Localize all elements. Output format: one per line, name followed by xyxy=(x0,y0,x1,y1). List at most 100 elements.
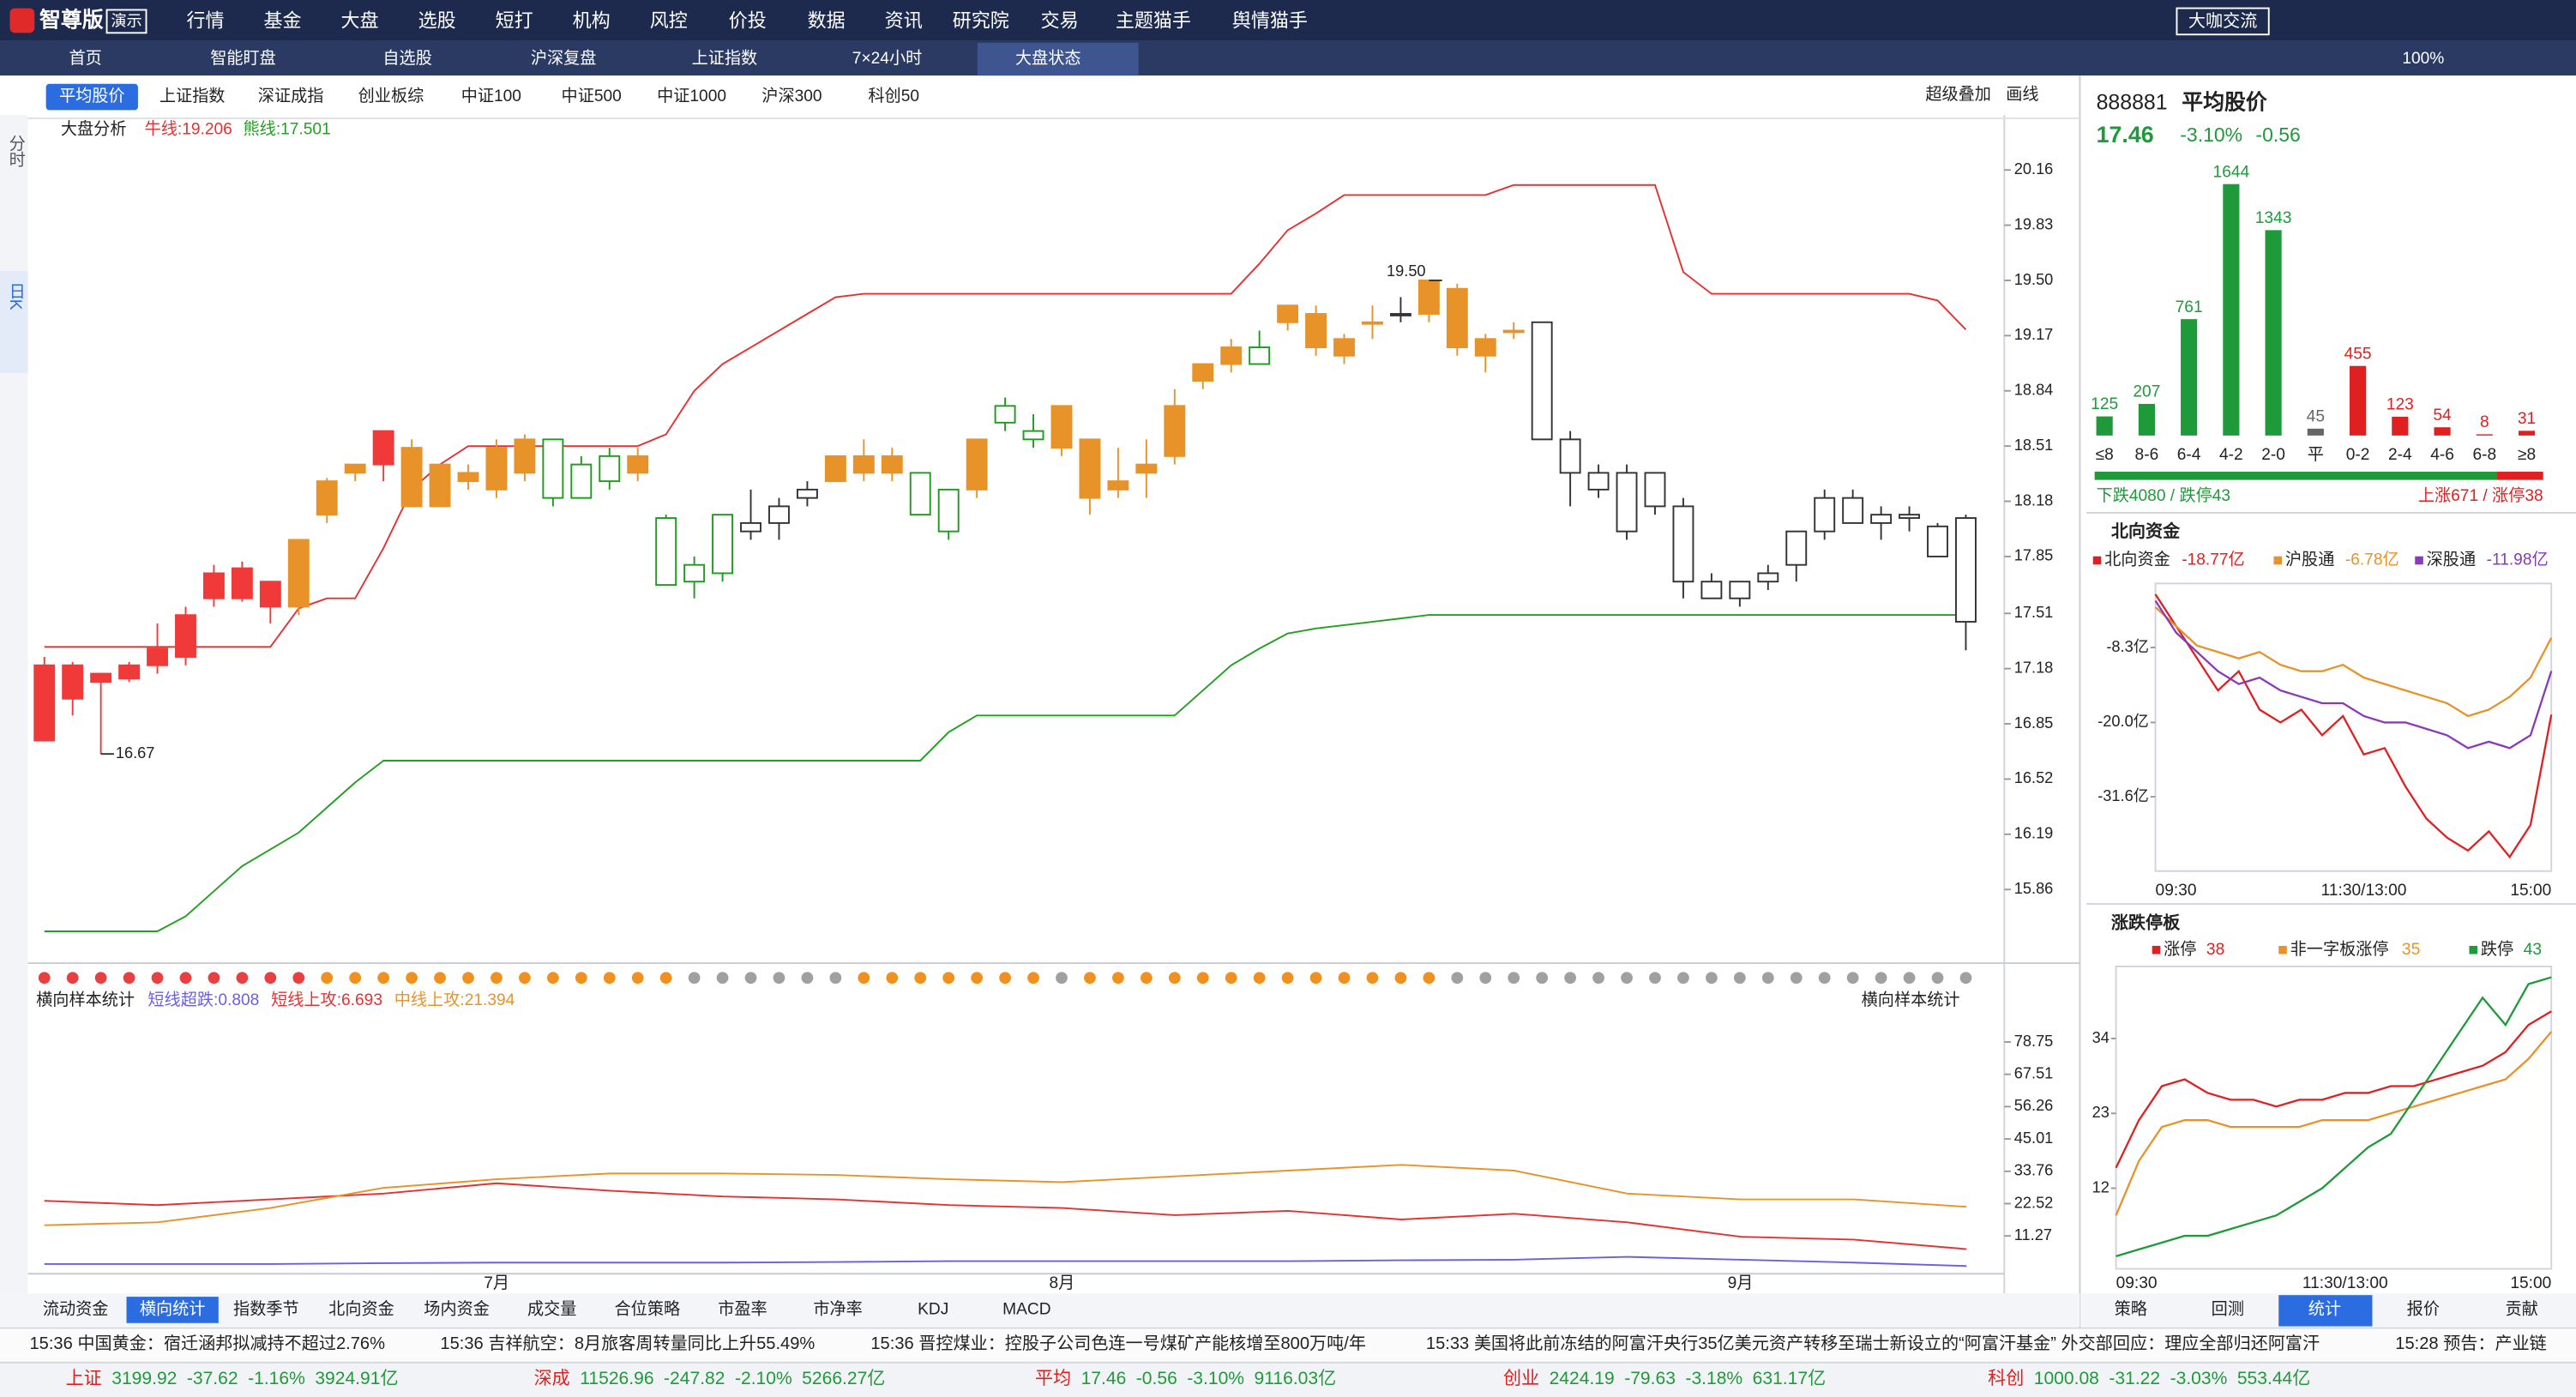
bottom-tab[interactable]: 北向资金 xyxy=(328,1299,394,1318)
signal-dot xyxy=(575,972,587,985)
candle-body xyxy=(1192,363,1214,382)
bottom-tab[interactable]: 横向统计 xyxy=(140,1299,206,1318)
bottom-tab[interactable]: MACD xyxy=(1002,1300,1050,1318)
tab[interactable]: 自选股 xyxy=(382,49,431,68)
candle-body xyxy=(824,455,846,483)
side-tab[interactable]: 分时 xyxy=(6,135,26,167)
index-tab[interactable]: 科创50 xyxy=(868,87,919,105)
tool[interactable]: 超级叠加 xyxy=(1925,85,1991,104)
news-item[interactable]: 15:33 美国将此前冻结的阿富汗央行35亿美元资产转移至瑞士新设立的“阿富汗基… xyxy=(1426,1334,2320,1353)
x-tick-label: 4-2 xyxy=(2219,446,2243,464)
candle-body xyxy=(1672,505,1694,583)
menu-item[interactable]: 舆情猫手 xyxy=(1232,10,1308,32)
header-button[interactable]: 大咖交流 xyxy=(2188,11,2257,31)
bottom-tab[interactable]: 市净率 xyxy=(813,1299,862,1318)
bottom-tab[interactable]: 合位策略 xyxy=(615,1299,681,1318)
menu-item[interactable]: 机构 xyxy=(573,10,611,32)
bottom-tabs-bg xyxy=(0,1293,2080,1327)
right-tab[interactable]: 报价 xyxy=(2407,1299,2440,1318)
y-tick-label: 18.84 xyxy=(2014,382,2054,399)
menu-item[interactable]: 研究院 xyxy=(953,10,1009,32)
signal-dot xyxy=(1056,972,1068,985)
news-item[interactable]: 15:36 吉祥航空：8月旅客周转量同比上升55.49% xyxy=(440,1334,815,1353)
tab[interactable]: 上证指数 xyxy=(692,49,758,68)
signal-dot xyxy=(858,972,870,985)
tab[interactable]: 沪深复盘 xyxy=(531,49,597,68)
menu-item[interactable]: 大盘 xyxy=(341,10,379,32)
bottom-tab[interactable]: 指数季节 xyxy=(233,1299,299,1318)
quote-chg: -0.56 xyxy=(2255,123,2300,146)
bottom-tab[interactable]: 流动资金 xyxy=(43,1299,109,1318)
candle-body xyxy=(344,463,366,474)
candle-body xyxy=(1757,572,1779,583)
signal-dot xyxy=(491,972,503,985)
signal-dot xyxy=(971,972,984,985)
menu-item[interactable]: 行情 xyxy=(186,10,224,32)
tab[interactable]: 首页 xyxy=(69,49,101,68)
series-line xyxy=(44,1164,1967,1226)
bottom-tab[interactable]: KDJ xyxy=(918,1300,948,1318)
index-tab[interactable]: 深证成指 xyxy=(258,87,324,105)
menu-item[interactable]: 交易 xyxy=(1041,10,1079,32)
candle-body xyxy=(316,480,338,516)
x-tick-label: 平 xyxy=(2308,446,2324,464)
menu-item[interactable]: 基金 xyxy=(264,10,302,32)
tab[interactable]: 大盘状态 xyxy=(1015,49,1081,68)
index-tab[interactable]: 创业板综 xyxy=(358,87,424,105)
legend-value: -11.98亿 xyxy=(2487,551,2549,569)
signal-dot xyxy=(1253,972,1266,985)
signal-dot xyxy=(1508,972,1520,985)
signal-dot xyxy=(1592,972,1604,985)
y-tick-label: 18.51 xyxy=(2014,437,2054,454)
index-tab[interactable]: 中证100 xyxy=(461,87,521,105)
signal-dot xyxy=(1338,972,1351,985)
menu-item[interactable]: 资讯 xyxy=(885,10,923,32)
news-item[interactable]: 15:36 晋控煤业：控股子公司色连一号煤矿产能核增至800万吨/年 xyxy=(870,1334,1366,1353)
menu-item[interactable]: 价投 xyxy=(729,10,767,32)
right-tab[interactable]: 策略 xyxy=(2115,1299,2147,1318)
bottom-tab[interactable]: 场内资金 xyxy=(424,1299,490,1318)
menu-item[interactable]: 数据 xyxy=(808,10,846,32)
x-tick-label: 11:30/13:00 xyxy=(2321,882,2407,900)
right-tab[interactable]: 回测 xyxy=(2212,1299,2244,1318)
index-tab[interactable]: 中证1000 xyxy=(657,87,726,105)
right-tab[interactable]: 贡献 xyxy=(2506,1299,2538,1318)
index-tab[interactable]: 平均股价 xyxy=(59,87,125,105)
zoom[interactable]: 100% xyxy=(2402,50,2444,68)
bar xyxy=(2434,427,2451,436)
menu-item[interactable]: 短打 xyxy=(496,10,533,32)
y-tick-label: 23 xyxy=(2092,1104,2110,1121)
series-line xyxy=(44,1182,1967,1250)
index-tab[interactable]: 中证500 xyxy=(562,87,622,105)
signal-dot xyxy=(1309,972,1322,985)
candle-body xyxy=(147,647,168,666)
news-item[interactable]: 15:28 预告：产业链 xyxy=(2395,1334,2547,1353)
badge-box xyxy=(105,9,147,34)
bottom-tab[interactable]: 成交量 xyxy=(527,1299,576,1318)
menu-item[interactable]: 主题猫手 xyxy=(1116,10,1191,32)
index-tab[interactable]: 上证指数 xyxy=(159,87,226,105)
index-tab[interactable]: 沪深300 xyxy=(761,87,822,105)
tab[interactable]: 7×24小时 xyxy=(852,49,922,68)
legend-value: 35 xyxy=(2402,941,2420,959)
y-tick-label: 16.52 xyxy=(2014,769,2054,786)
button-box[interactable] xyxy=(2176,7,2270,36)
side-tab[interactable]: 日K xyxy=(6,283,24,310)
status-item: 科创 1000.08 -31.22 -3.03% 553.44亿 xyxy=(1988,1367,2310,1388)
menu-item[interactable]: 选股 xyxy=(418,10,456,32)
menu-item[interactable]: 风控 xyxy=(650,10,688,32)
candle-body xyxy=(485,447,508,491)
tool[interactable]: 画线 xyxy=(2006,85,2038,104)
right-tab[interactable]: 统计 xyxy=(2308,1299,2341,1318)
candle-body xyxy=(1417,280,1440,315)
candle-body xyxy=(175,614,196,658)
signal-dot xyxy=(914,972,927,985)
bar xyxy=(2138,403,2155,436)
status-item: 上证 3199.92 -37.62 -1.16% 3924.91亿 xyxy=(66,1367,399,1388)
signal-dot xyxy=(1931,972,1944,985)
candle-body xyxy=(1050,405,1073,449)
signal-dot xyxy=(1196,972,1209,985)
news-item[interactable]: 15:36 中国黄金：宿迁涵邦拟减持不超过2.76% xyxy=(29,1334,385,1353)
bottom-tab[interactable]: 市盈率 xyxy=(718,1299,767,1318)
tab[interactable]: 智能盯盘 xyxy=(210,49,276,68)
